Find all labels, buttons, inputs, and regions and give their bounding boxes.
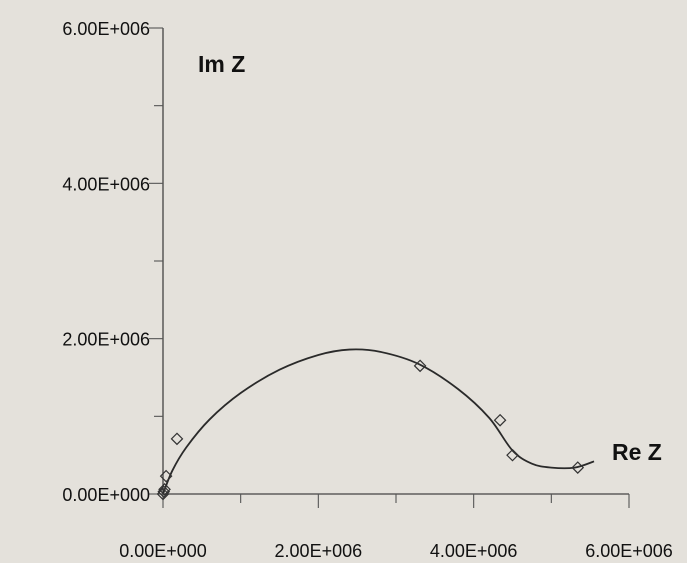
data-point-marker (159, 469, 173, 483)
data-point-marker (158, 482, 171, 496)
data-point-marker (413, 359, 427, 373)
x-tick-label: 6.00E+006 (585, 541, 673, 561)
x-axis-title: Re Z (612, 439, 662, 465)
data-point-marker (571, 461, 585, 474)
y-axis-title: Im Z (198, 51, 245, 77)
y-tick-label: 0.00E+000 (62, 485, 150, 505)
data-point-marker (493, 413, 507, 427)
y-tick-label: 4.00E+006 (62, 174, 150, 194)
y-tick-label: 2.00E+006 (62, 330, 150, 350)
x-tick-label: 0.00E+000 (119, 541, 207, 561)
x-tick-label: 4.00E+006 (430, 541, 518, 561)
y-tick-label: 6.00E+006 (62, 19, 150, 39)
fit-curve (162, 348, 595, 495)
data-point-marker (170, 432, 184, 446)
x-tick-label: 2.00E+006 (275, 541, 363, 561)
data-point-marker (506, 448, 519, 462)
